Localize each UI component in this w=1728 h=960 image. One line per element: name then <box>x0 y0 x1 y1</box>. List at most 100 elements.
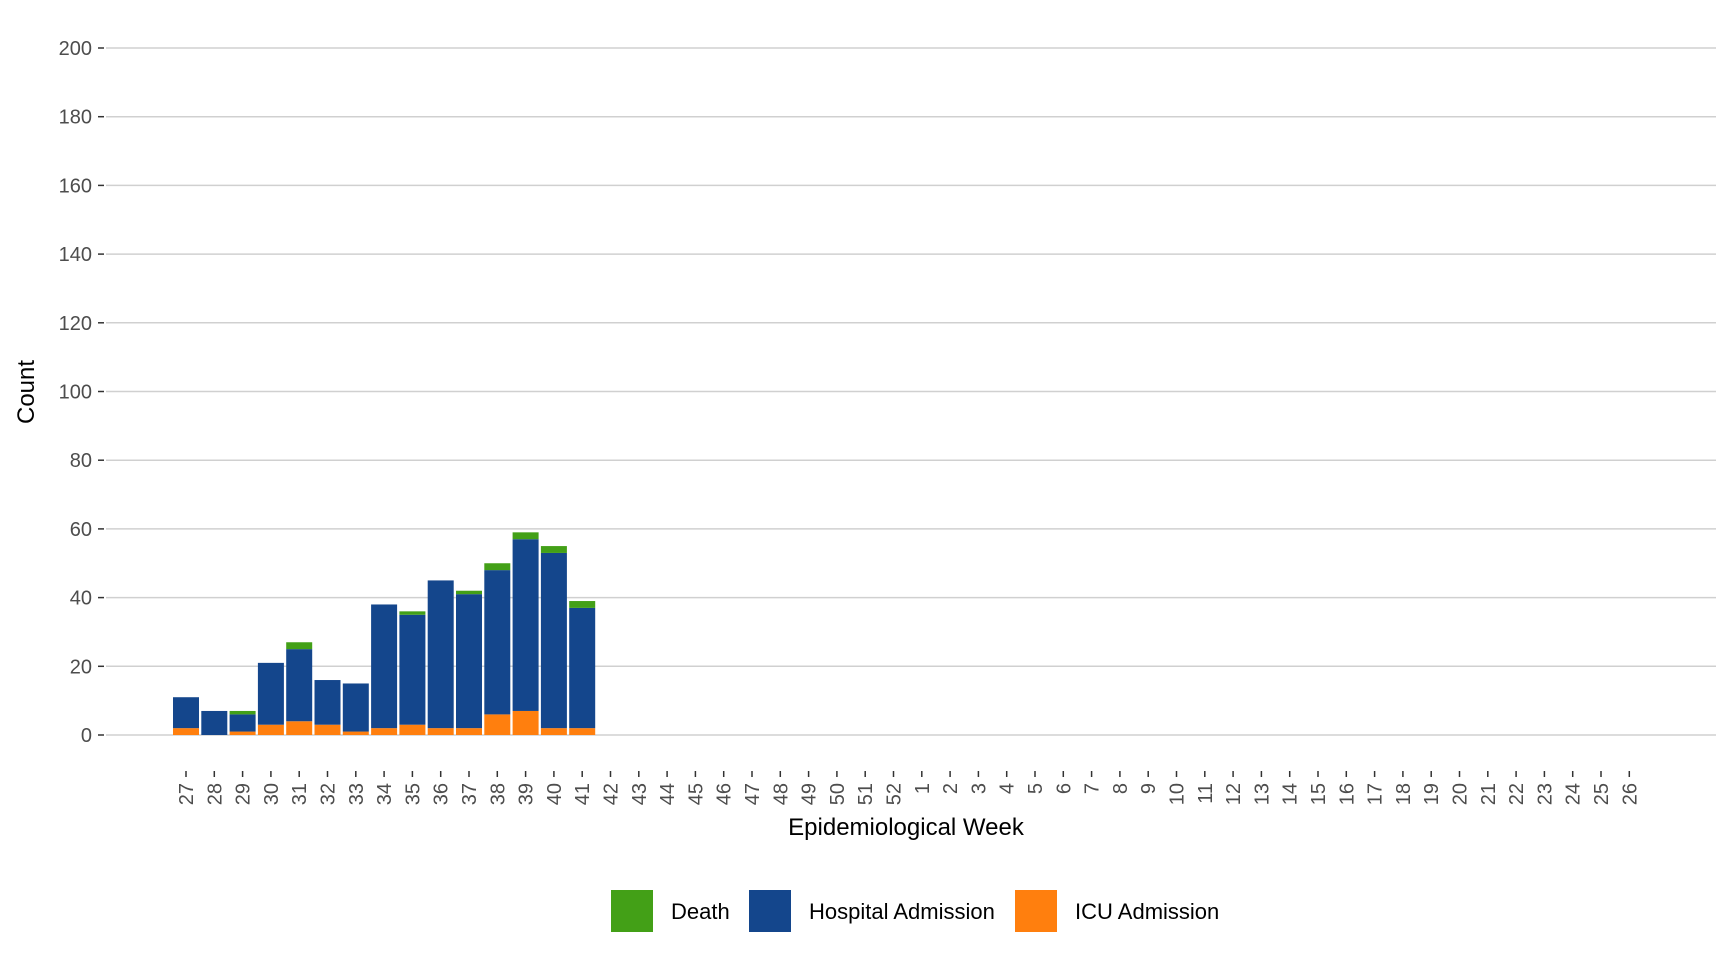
x-tick-label: 38 <box>487 783 509 805</box>
bar-icu-admission-week-35 <box>399 724 426 735</box>
x-tick-label: 6 <box>1053 783 1075 794</box>
x-tick-label: 20 <box>1450 783 1472 805</box>
bar-icu-admission-week-39 <box>512 710 539 735</box>
y-axis: 0 20 40 60 80 100 120 140 160 180 200 <box>59 38 104 747</box>
legend-swatch-death <box>611 890 653 932</box>
bar-hospital-admission-week-32 <box>314 680 341 725</box>
x-tick-label: 51 <box>855 783 877 805</box>
bar-death-week-41 <box>569 601 596 608</box>
x-tick-label: 16 <box>1336 783 1358 805</box>
x-tick-label: 10 <box>1167 783 1189 805</box>
x-tick-label: 11 <box>1195 783 1217 804</box>
x-tick-label: 39 <box>516 783 538 805</box>
bar-icu-admission-week-29 <box>229 731 256 735</box>
x-tick-label: 9 <box>1138 783 1160 794</box>
x-tick-label: 31 <box>289 783 311 805</box>
y-tick-label: 120 <box>59 313 92 335</box>
x-tick-label: 33 <box>346 783 368 805</box>
x-tick-label: 3 <box>968 783 990 794</box>
x-tick-label: 15 <box>1308 783 1330 805</box>
x-axis-title: Epidemiological Week <box>788 814 1025 841</box>
bar-icu-admission-week-41 <box>569 728 596 735</box>
bar-death-week-37 <box>456 590 482 595</box>
bar-icu-admission-week-40 <box>540 728 567 735</box>
bar-icu-admission-week-38 <box>484 714 511 735</box>
bar-death-week-35 <box>399 611 426 615</box>
x-tick-label: 35 <box>402 783 424 805</box>
x-tick-label: 2 <box>940 783 962 794</box>
x-tick-label: 29 <box>233 783 255 805</box>
x-tick-label: 22 <box>1506 783 1528 805</box>
x-tick-label: 47 <box>742 783 764 805</box>
x-tick-label: 13 <box>1251 783 1273 805</box>
x-tick-label: 4 <box>997 783 1019 794</box>
bar-icu-admission-week-27 <box>173 728 199 735</box>
y-tick-label: 160 <box>59 175 92 197</box>
x-tick-label: 42 <box>601 783 623 805</box>
bar-hospital-admission-week-36 <box>427 580 454 729</box>
bar-hospital-admission-week-35 <box>399 614 426 725</box>
gridlines <box>106 47 1716 736</box>
y-tick-label: 100 <box>59 382 92 404</box>
bar-hospital-admission-week-27 <box>173 697 199 729</box>
x-tick-label: 52 <box>884 783 906 805</box>
x-tick-label: 43 <box>629 783 651 805</box>
y-tick-label: 60 <box>70 519 92 541</box>
y-tick-label: 180 <box>59 107 92 129</box>
x-tick-label: 7 <box>1082 783 1104 794</box>
bar-icu-admission-week-31 <box>286 721 313 735</box>
x-tick-label: 21 <box>1478 783 1500 805</box>
bar-hospital-admission-week-39 <box>512 539 539 711</box>
x-tick-label: 45 <box>685 783 707 805</box>
x-tick-label: 49 <box>799 783 821 805</box>
bar-icu-admission-week-32 <box>314 724 341 735</box>
x-tick-label: 5 <box>1025 783 1047 794</box>
legend-label-icu-admission: ICU Admission <box>1075 899 1219 924</box>
y-axis-title: Count <box>13 360 40 424</box>
y-tick-label: 40 <box>70 588 92 610</box>
bar-hospital-admission-week-40 <box>540 552 567 729</box>
legend: Death Hospital Admission ICU Admission <box>611 890 1219 932</box>
x-tick-label: 46 <box>714 783 736 805</box>
y-tick-label: 0 <box>81 725 92 747</box>
x-tick-label: 36 <box>431 783 453 805</box>
bar-hospital-admission-week-30 <box>257 662 284 725</box>
x-tick-label: 25 <box>1591 783 1613 805</box>
bar-death-week-29 <box>229 710 256 715</box>
bar-hospital-admission-week-37 <box>456 594 482 729</box>
y-tick-label: 140 <box>59 244 92 266</box>
x-tick-label: 24 <box>1563 783 1585 805</box>
x-tick-label: 32 <box>318 783 340 805</box>
x-tick-label: 1 <box>912 783 934 794</box>
bar-icu-admission-week-33 <box>342 731 369 735</box>
x-tick-label: 44 <box>657 783 679 805</box>
x-tick-label: 8 <box>1110 783 1132 794</box>
x-tick-label: 30 <box>261 783 283 805</box>
bar-icu-admission-week-37 <box>456 728 482 735</box>
x-tick-label: 34 <box>374 783 396 805</box>
bar-death-week-31 <box>286 642 313 650</box>
y-tick-label: 80 <box>70 450 92 472</box>
x-tick-label: 19 <box>1421 783 1443 805</box>
x-tick-label: 41 <box>572 783 594 805</box>
x-tick-label: 12 <box>1223 783 1245 805</box>
bar-hospital-admission-week-38 <box>484 570 511 715</box>
bars <box>173 532 596 735</box>
bar-hospital-admission-week-29 <box>229 714 256 732</box>
x-tick-label: 50 <box>827 783 849 805</box>
bar-icu-admission-week-36 <box>427 728 454 735</box>
bar-death-week-38 <box>484 563 511 571</box>
bar-hospital-admission-week-34 <box>371 604 398 729</box>
x-tick-label: 26 <box>1619 783 1641 805</box>
legend-swatch-hospital-admission <box>749 890 791 932</box>
y-tick-label: 20 <box>70 656 92 678</box>
legend-swatch-icu-admission <box>1015 890 1057 932</box>
legend-label-hospital-admission: Hospital Admission <box>809 899 995 924</box>
bar-hospital-admission-week-31 <box>286 649 313 722</box>
x-tick-label: 27 <box>176 783 198 805</box>
x-tick-label: 17 <box>1365 783 1387 805</box>
bar-hospital-admission-week-28 <box>201 710 228 735</box>
x-tick-label: 48 <box>770 783 792 805</box>
legend-label-death: Death <box>671 899 730 924</box>
